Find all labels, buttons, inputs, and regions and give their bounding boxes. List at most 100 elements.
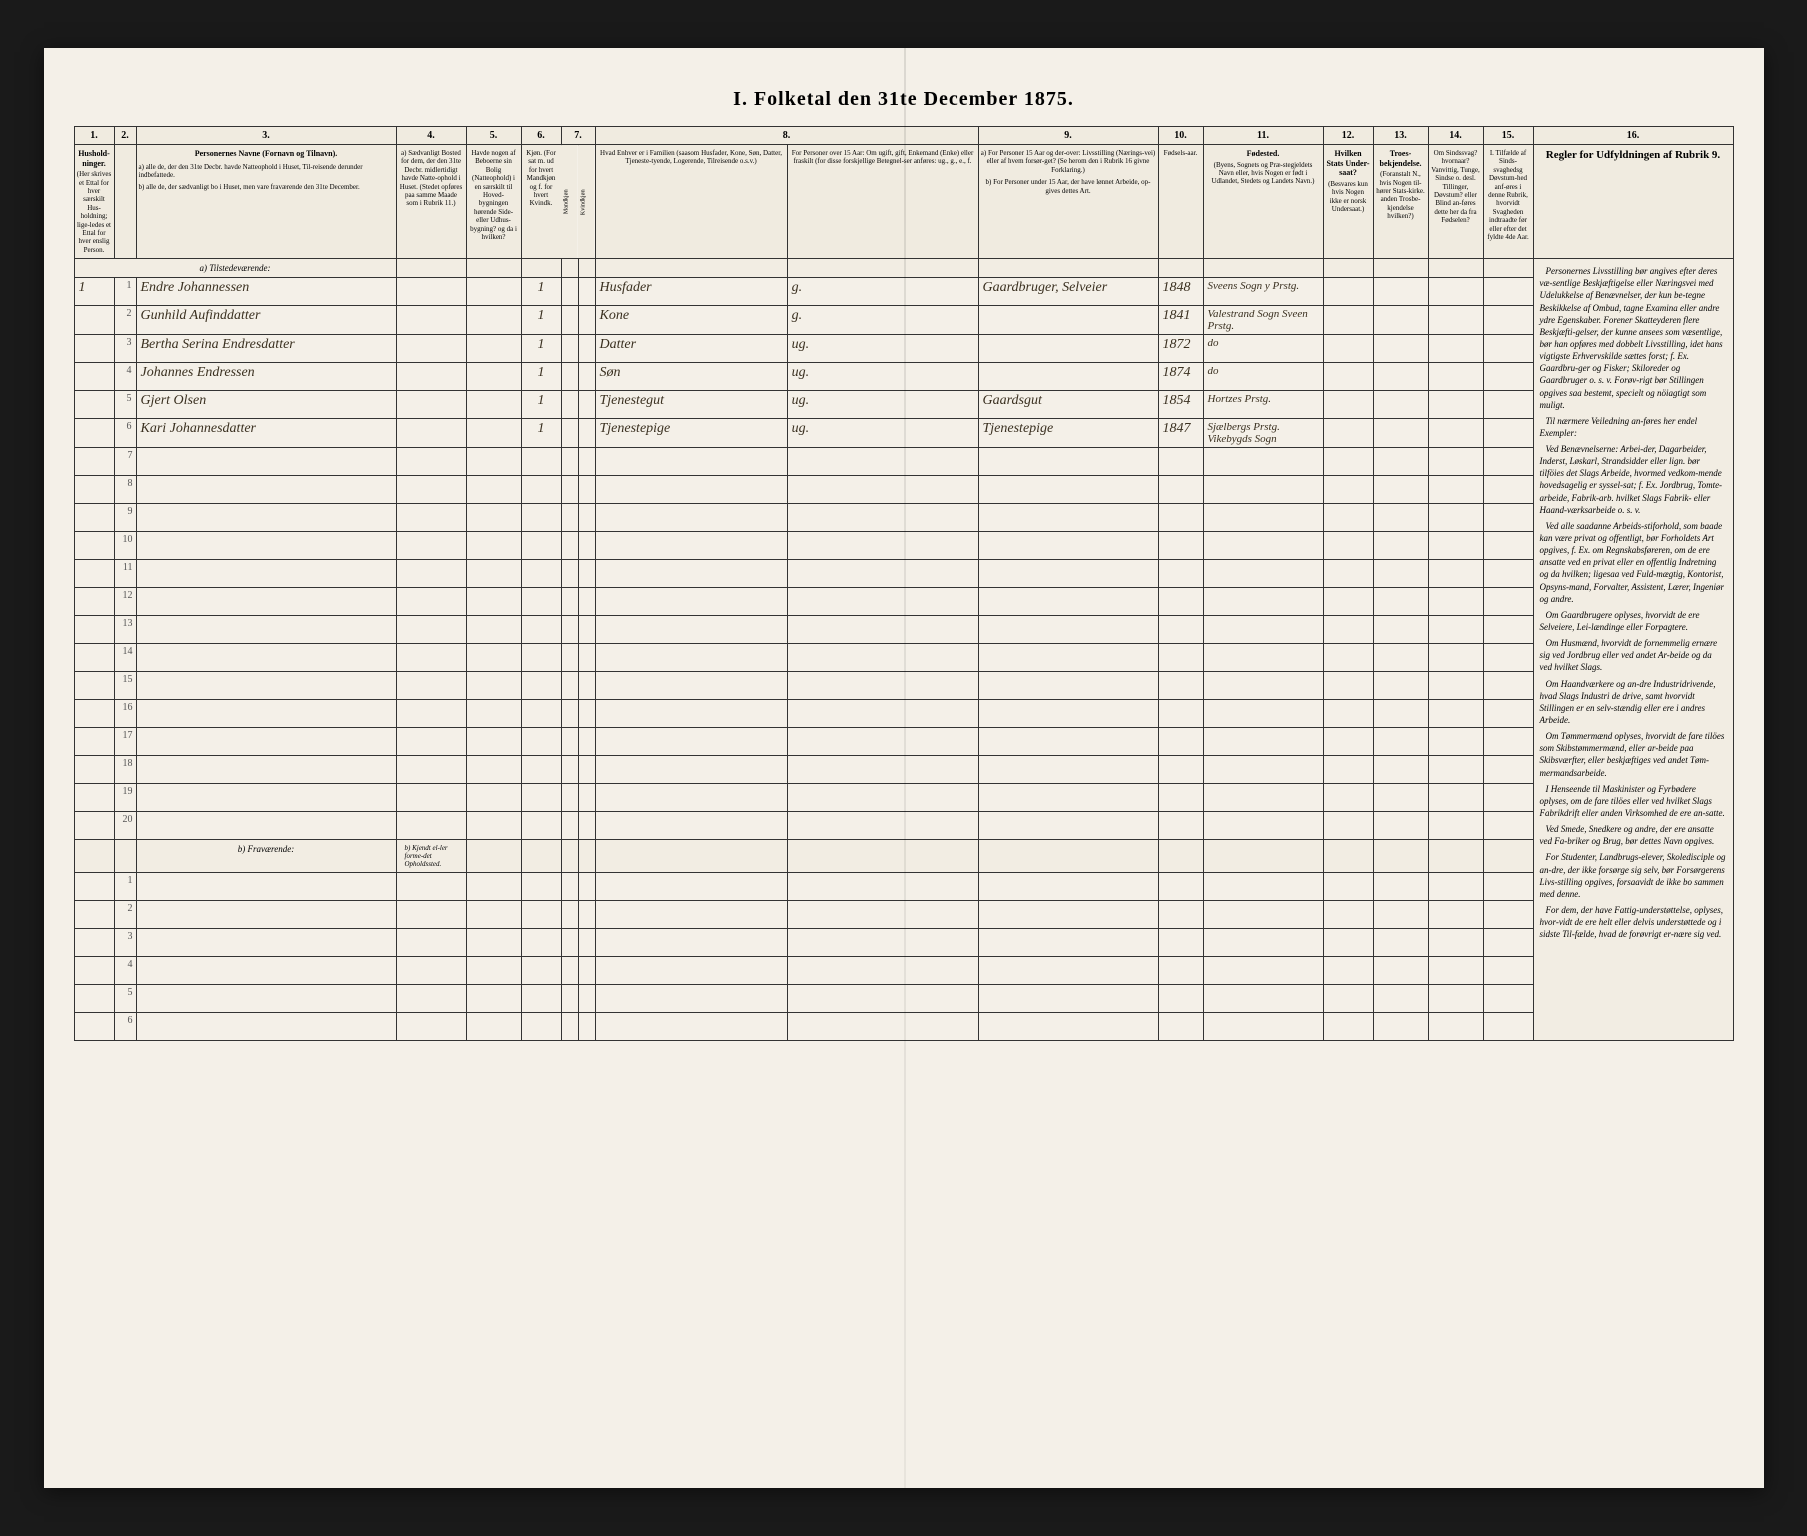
cell-rownum: 15: [114, 672, 136, 700]
cell-4: [396, 363, 466, 391]
cell-rownum: 9: [114, 504, 136, 532]
cell-13: [1373, 306, 1428, 335]
cell-15: [1483, 419, 1533, 448]
table-row-empty: 3: [74, 929, 1733, 957]
cell-rownum: 7: [114, 448, 136, 476]
cell-4: [396, 335, 466, 363]
cell-13: [1373, 391, 1428, 419]
cell-rownum: 1: [114, 873, 136, 901]
cell-8: Husfader: [595, 278, 787, 306]
census-page: I. Folketal den 31te December 1875. 1. 2…: [44, 48, 1764, 1488]
cell-12: [1323, 278, 1373, 306]
cell-8b: ug.: [787, 363, 978, 391]
section-a-header: a) Tilstedeværende:Personernes Livsstill…: [74, 259, 1733, 278]
cell-rownum: 10: [114, 532, 136, 560]
table-row-empty: 5: [74, 985, 1733, 1013]
cell-household: [74, 335, 114, 363]
table-row-empty: 18: [74, 756, 1733, 784]
column-number-row: 1. 2. 3. 4. 5. 6. 7. 8. 9. 10. 11. 12. 1…: [74, 127, 1733, 145]
cell-name: Endre Johannessen: [136, 278, 396, 306]
colnum-3: 3.: [136, 127, 396, 145]
table-row-empty: 16: [74, 700, 1733, 728]
cell-13: [1373, 278, 1428, 306]
table-row: 1 1 Endre Johannessen 1 Husfader g. Gaar…: [74, 278, 1733, 306]
cell-rownum: 11: [114, 560, 136, 588]
cell-5: [466, 335, 521, 363]
cell-5: [466, 278, 521, 306]
hdr-7m: Mandkjøn: [561, 145, 578, 259]
table-row-empty: 14: [74, 644, 1733, 672]
colnum-16: 16.: [1533, 127, 1733, 145]
cell-10: 1841: [1158, 306, 1203, 335]
cell-rownum: 6: [114, 1013, 136, 1041]
cell-household: [74, 391, 114, 419]
table-row-empty: 1: [74, 873, 1733, 901]
cell-rownum: 3: [114, 335, 136, 363]
cell-12: [1323, 335, 1373, 363]
cell-rownum: 5: [114, 985, 136, 1013]
cell-rownum: 18: [114, 756, 136, 784]
cell-14: [1428, 278, 1483, 306]
hdr-7k: Kvindkjøn: [578, 145, 595, 259]
header-row: Hushold-ninger.(Her skrives et Ettal for…: [74, 145, 1733, 259]
table-row-empty: 20: [74, 812, 1733, 840]
cell-rownum: 8: [114, 476, 136, 504]
section-b-header: b) Fraværende:b) Kjendt el-ler forme-det…: [74, 840, 1733, 873]
cell-10: 1847: [1158, 419, 1203, 448]
table-row: 6 Kari Johannesdatter 1 Tjenestepige ug.…: [74, 419, 1733, 448]
cell-8b: g.: [787, 306, 978, 335]
cell-5: [466, 391, 521, 419]
cell-14: [1428, 419, 1483, 448]
cell-7k: [578, 278, 595, 306]
cell-7k: [578, 419, 595, 448]
table-row-empty: 6: [74, 1013, 1733, 1041]
cell-14: [1428, 306, 1483, 335]
cell-name: Kari Johannesdatter: [136, 419, 396, 448]
cell-12: [1323, 306, 1373, 335]
cell-8: Tjenestegut: [595, 391, 787, 419]
hdr-4: a) Sædvanligt Bosted for dem, der den 31…: [396, 145, 466, 259]
cell-15: [1483, 363, 1533, 391]
cell-rownum: 12: [114, 588, 136, 616]
cell-8: Datter: [595, 335, 787, 363]
cell-7m: [561, 306, 578, 335]
table-row-empty: 15: [74, 672, 1733, 700]
cell-11: do: [1203, 335, 1323, 363]
cell-14: [1428, 391, 1483, 419]
cell-6: 1: [521, 278, 561, 306]
colnum-2: 2.: [114, 127, 136, 145]
cell-7k: [578, 306, 595, 335]
cell-8: Kone: [595, 306, 787, 335]
cell-6: 1: [521, 335, 561, 363]
cell-6: 1: [521, 306, 561, 335]
cell-11: Sjælbergs Prstg. Vikebygds Sogn: [1203, 419, 1323, 448]
cell-11: Sveens Sogn y Prstg.: [1203, 278, 1323, 306]
hdr-2: [114, 145, 136, 259]
table-row-empty: 10: [74, 532, 1733, 560]
census-table: 1. 2. 3. 4. 5. 6. 7. 8. 9. 10. 11. 12. 1…: [74, 126, 1734, 1041]
cell-rownum: 17: [114, 728, 136, 756]
hdr-13: Troes-bekjendelse.(Foranstalt N., hvis N…: [1373, 145, 1428, 259]
table-row: 4 Johannes Endressen 1 Søn ug. 1874 do: [74, 363, 1733, 391]
table-row-empty: 19: [74, 784, 1733, 812]
cell-household: [74, 419, 114, 448]
cell-4: [396, 419, 466, 448]
hdr-10: Fødsels-aar.: [1158, 145, 1203, 259]
colnum-11: 11.: [1203, 127, 1323, 145]
cell-name: Bertha Serina Endresdatter: [136, 335, 396, 363]
cell-15: [1483, 306, 1533, 335]
cell-14: [1428, 363, 1483, 391]
colnum-4: 4.: [396, 127, 466, 145]
cell-8: Tjenestepige: [595, 419, 787, 448]
cell-6: 1: [521, 391, 561, 419]
cell-10: 1872: [1158, 335, 1203, 363]
hdr-5: Havde nogen af Beboerne sin Bolig (Natte…: [466, 145, 521, 259]
colnum-7: 7.: [561, 127, 595, 145]
hdr-12: Hvilken Stats Under-saat?(Besvares kun h…: [1323, 145, 1373, 259]
table-row-empty: 17: [74, 728, 1733, 756]
cell-10: 1874: [1158, 363, 1203, 391]
cell-rownum: 3: [114, 929, 136, 957]
hdr-3: Personernes Navne (Fornavn og Tilnavn). …: [136, 145, 396, 259]
cell-rownum: 20: [114, 812, 136, 840]
cell-13: [1373, 419, 1428, 448]
